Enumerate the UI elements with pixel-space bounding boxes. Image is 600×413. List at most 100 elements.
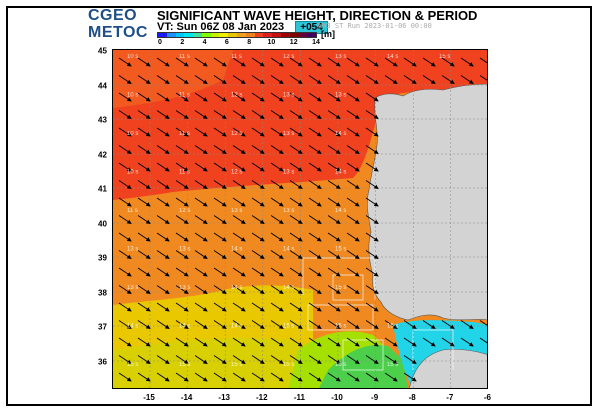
wave-arrow xyxy=(251,75,265,84)
colorbar-swatch xyxy=(184,33,194,37)
wave-arrow xyxy=(156,232,170,242)
wave-arrow xyxy=(194,162,208,172)
wave-arrow xyxy=(346,92,360,102)
wave-arrow xyxy=(175,180,189,189)
wave-arrow xyxy=(346,302,360,312)
wave-arrow xyxy=(327,372,341,382)
wave-arrow xyxy=(327,232,341,242)
wave-arrow xyxy=(232,197,246,207)
wave-arrow xyxy=(194,180,208,189)
valid-time: VT: Sun 06Z 08 Jan 2023 xyxy=(157,21,285,33)
wave-arrow xyxy=(251,285,265,294)
wave-period-label: 10 s xyxy=(127,54,138,60)
wave-arrow xyxy=(213,320,227,329)
wave-period-label: 13 s xyxy=(179,247,190,253)
wave-arrow xyxy=(308,92,322,102)
wave-arrow xyxy=(251,110,265,119)
wave-arrow xyxy=(327,197,341,207)
wave-arrow xyxy=(327,145,341,154)
wave-arrow xyxy=(175,267,189,277)
colorbar-swatch xyxy=(228,33,238,37)
wave-period-label: 14 s xyxy=(283,285,294,291)
colorbar-strip xyxy=(157,32,317,38)
wave-arrow xyxy=(289,285,303,294)
wave-arrow xyxy=(137,232,151,242)
wave-arrow xyxy=(213,127,227,137)
wave-arrow xyxy=(251,57,265,67)
wave-arrow xyxy=(365,215,379,224)
wave-arrow xyxy=(194,232,208,242)
wave-arrow xyxy=(213,337,227,347)
wave-period-label: 13 s xyxy=(283,170,294,176)
land-morocco xyxy=(409,348,487,388)
wave-arrow xyxy=(118,145,132,154)
wave-arrow xyxy=(327,337,341,347)
wave-period-label: 13 s xyxy=(283,208,294,214)
colorbar-tick: 6 xyxy=(224,39,229,46)
wave-arrow xyxy=(270,250,284,259)
wave-arrow xyxy=(251,267,265,277)
wave-period-label: 15 s xyxy=(335,247,346,253)
wave-arrow xyxy=(289,145,303,154)
wave-arrow xyxy=(156,75,170,84)
longitude-label: -12 xyxy=(256,393,268,402)
wave-arrow xyxy=(346,75,360,84)
wave-arrow xyxy=(346,372,360,382)
wave-arrow xyxy=(251,215,265,224)
wave-period-label: 13 s xyxy=(127,285,138,291)
wave-arrow xyxy=(156,372,170,382)
colorbar-tick: 12 xyxy=(289,39,298,46)
wave-arrow xyxy=(327,92,341,102)
wave-arrow xyxy=(213,75,227,84)
colorbar-unit: [m] xyxy=(321,29,335,39)
wave-arrow xyxy=(156,57,170,67)
wave-arrow xyxy=(175,110,189,119)
wave-arrow xyxy=(118,57,132,67)
wave-arrow xyxy=(270,355,284,364)
wave-period-label: 14 s xyxy=(179,324,190,330)
wave-arrow xyxy=(289,75,303,84)
wave-arrow xyxy=(213,302,227,312)
wave-arrow xyxy=(137,110,151,119)
wave-arrow xyxy=(156,355,170,364)
longitude-label: -14 xyxy=(180,393,193,402)
wave-period-label: 14 s xyxy=(387,54,398,60)
wave-period-label: 14 s xyxy=(231,285,242,291)
wave-arrow xyxy=(175,75,189,84)
wave-arrow xyxy=(137,215,151,224)
wave-arrow xyxy=(289,57,303,67)
wave-arrow xyxy=(137,285,151,294)
wave-arrow xyxy=(156,250,170,259)
wave-arrow xyxy=(194,110,208,119)
wave-arrow xyxy=(175,250,189,259)
wave-arrow xyxy=(251,232,265,242)
wave-arrow xyxy=(346,215,360,224)
longitude-label: -13 xyxy=(218,393,230,402)
wave-period-label: 13 s xyxy=(231,208,242,214)
wave-arrow xyxy=(156,145,170,154)
wave-arrow xyxy=(118,180,132,189)
wave-arrow xyxy=(346,232,360,242)
wave-arrow xyxy=(403,57,417,67)
wave-period-label: 11 s xyxy=(231,54,242,60)
wave-arrow xyxy=(346,57,360,67)
wave-arrow xyxy=(175,285,189,294)
wave-arrow xyxy=(118,75,132,84)
wave-arrow xyxy=(270,180,284,189)
wave-arrow xyxy=(365,197,379,207)
wave-arrow xyxy=(194,355,208,364)
wave-arrow xyxy=(232,162,246,172)
wave-arrow xyxy=(479,57,487,64)
wave-arrow xyxy=(213,215,227,224)
wave-period-label: 11 s xyxy=(179,170,190,176)
wave-period-label: 15 s xyxy=(335,362,346,368)
wave-arrow xyxy=(270,267,284,277)
wave-arrow xyxy=(213,92,227,102)
wave-arrow xyxy=(308,162,322,172)
wave-arrow xyxy=(346,267,360,277)
wave-arrow xyxy=(308,267,322,277)
wave-arrow xyxy=(308,337,322,347)
latitude-label: 36 xyxy=(98,357,107,367)
wave-arrow xyxy=(308,110,322,119)
wave-arrow xyxy=(175,162,189,172)
